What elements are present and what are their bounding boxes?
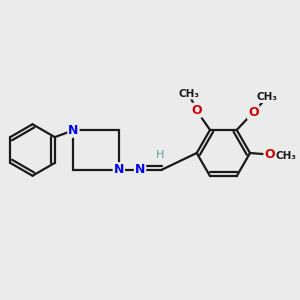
Text: N: N bbox=[135, 163, 145, 176]
Text: CH₃: CH₃ bbox=[276, 151, 297, 161]
Text: O: O bbox=[248, 106, 259, 119]
Text: CH₃: CH₃ bbox=[256, 92, 278, 102]
Text: H: H bbox=[156, 150, 164, 160]
Text: N: N bbox=[114, 163, 124, 176]
Text: N: N bbox=[68, 124, 79, 137]
Text: O: O bbox=[191, 104, 202, 117]
Text: CH₃: CH₃ bbox=[178, 88, 199, 99]
Text: O: O bbox=[264, 148, 275, 161]
